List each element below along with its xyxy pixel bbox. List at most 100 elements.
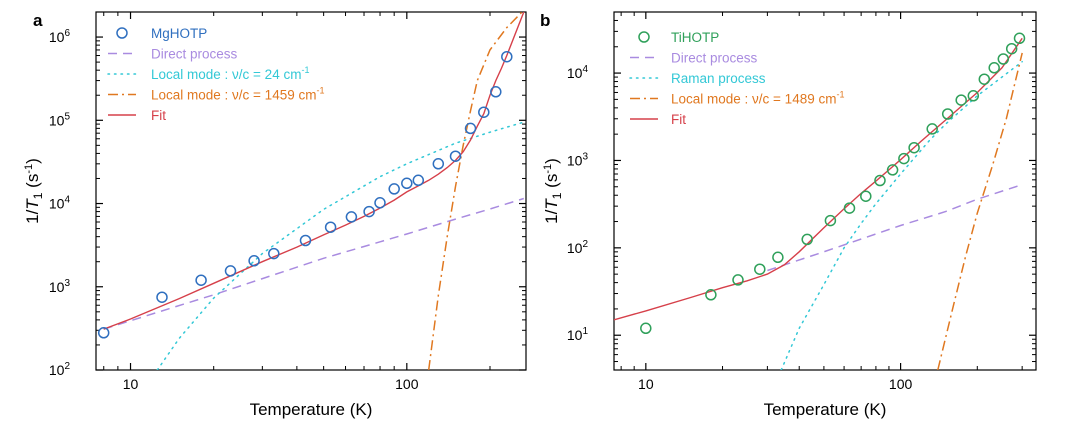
panel-a-legend-sup: -1 [301, 65, 309, 75]
panel-b-data-point [843, 202, 856, 214]
panel-b-legend-entry: TiHOTP [671, 30, 719, 45]
panel-a-y-tick-base: 10 [49, 112, 65, 128]
panel-a-y-tick-base: 10 [49, 29, 65, 45]
panel-a-series-direct [103, 197, 525, 330]
panel-b-y-tick-base: 10 [567, 152, 583, 168]
panel-b-data-point [886, 164, 899, 176]
panel-a-data-point [156, 291, 168, 303]
panel-a-y-axis-label-unit-sup: -1 [23, 164, 35, 174]
panel-a-minor-ticks [96, 12, 526, 370]
panel-a-legend-label: MgHOTP [151, 26, 207, 41]
panel-b-series-local1 [780, 60, 1023, 370]
panel-a-data-point [464, 122, 477, 135]
panel-a-data-point [374, 197, 386, 209]
panel-b-data-point [754, 263, 766, 275]
panel-b-x-tick-label: 10 [638, 376, 654, 392]
panel-a-y-axis-label-unit: (s [23, 174, 42, 193]
panel-b-legend-sup: -1 [836, 90, 844, 100]
panel-b-data-point [1013, 32, 1026, 45]
panel-b-label: b [540, 11, 550, 30]
panel-b-legend-entry: Direct process [671, 51, 758, 66]
panel-a-legend-label: Local mode : ν/c = 1459 cm [151, 88, 316, 103]
panel-b-y-tick-base: 10 [567, 240, 583, 256]
panel-b-data-point [824, 214, 837, 227]
panel-b-y-axis-label-unit-sup: -1 [542, 164, 554, 174]
panel-a-legend-marker [116, 27, 128, 39]
panel-a-legend-sup: -1 [316, 86, 324, 96]
panel-b-legend-label: Fit [671, 112, 686, 127]
panel-b-y-tick-label: 103 [567, 151, 589, 168]
panel-b-legend-marker [638, 31, 650, 43]
panel-a-legend-label: Fit [151, 108, 166, 123]
panel-b-y-tick-exp: 4 [582, 64, 588, 75]
panel-a-data-point [97, 327, 110, 339]
panel-b-y-tick-base: 10 [567, 327, 583, 343]
panel-a-data-point [195, 274, 207, 286]
panel-b-data-point [941, 108, 954, 120]
panel-a-legend-entry: Local mode : ν/c = 1459 cm-1 [151, 86, 324, 103]
panel-b-y-axis-label-unit: (s [542, 174, 561, 193]
panel-a-y-tick-exp: 3 [64, 278, 70, 289]
panel-a-y-tick-label: 104 [49, 195, 71, 212]
panel-a-y-tick-exp: 2 [64, 361, 70, 372]
panel-a-y-tick-label: 103 [49, 278, 71, 295]
panel-a-y-tick-base: 10 [49, 279, 65, 295]
panel-b-y-tick-label: 102 [567, 239, 589, 256]
panel-a-y-tick-base: 10 [49, 362, 65, 378]
panel-a-series-fit [103, 12, 525, 330]
panel-b-data-point [801, 233, 813, 246]
panel-b-x-axis-label: Temperature (K) [764, 400, 887, 419]
panel-b-data-point [1005, 42, 1018, 55]
panel-b-y-axis-label-T: T [542, 198, 561, 210]
panel-a-data-point [490, 86, 502, 98]
panel-a-data-point [412, 174, 425, 187]
panel-a-data-point [388, 183, 400, 195]
panel-a-data-point [224, 265, 237, 277]
panel-b-legend-label: Direct process [671, 51, 758, 66]
panel-b-data-point [955, 94, 967, 106]
panel-b-y-tick-exp: 2 [582, 239, 588, 250]
panel-b-data-point [908, 141, 920, 154]
panel-b-data-point [926, 123, 938, 135]
panel-a-data-point [449, 150, 462, 162]
panel-b-legend-label: Raman process [671, 71, 766, 86]
panel-a-data-point [268, 247, 280, 260]
panel-a-data-point [432, 158, 445, 170]
panel-a-y-tick-exp: 5 [64, 111, 70, 122]
panel-b-y-tick-exp: 3 [582, 151, 588, 162]
panel-b-legend-entry: Raman process [671, 71, 766, 86]
panel-b-data-point [860, 190, 872, 202]
panel-b-y-axis-label-unit-close: ) [542, 158, 561, 164]
panel-b-data-point [772, 251, 784, 264]
panel-a-data-point [501, 50, 513, 63]
panel-a-legend-entry: Fit [151, 108, 166, 123]
panel-a-y-tick-exp: 4 [64, 195, 70, 206]
panel-a-y-tick-base: 10 [49, 196, 65, 212]
panel-a-y-axis-label-num: 1/ [23, 209, 42, 223]
panel-b-series-direct [767, 183, 1023, 272]
panel-a-y-axis-label: 1/T1 (s-1) [23, 158, 45, 224]
panel-b-data-point [967, 90, 980, 102]
panel-a-y-tick-exp: 6 [64, 28, 70, 39]
panel-b-major-ticks [614, 12, 1036, 370]
panel-a-plot-area [97, 12, 525, 370]
panel-b-legend: TiHOTP Direct process Raman process Local m… [629, 30, 844, 127]
panel-b-data-point [640, 322, 652, 335]
panel-a-x-tick-label: 10 [123, 376, 139, 392]
panel-b-data-point [997, 53, 1010, 65]
panel-b-y-tick-label: 101 [567, 326, 589, 343]
panel-a-data-point [324, 221, 337, 233]
panel-b-data-point [978, 73, 991, 85]
panel-a-major-ticks [96, 12, 526, 371]
panel-b-y-tick-base: 10 [567, 65, 583, 81]
panel-a-legend-label: Direct process [151, 47, 238, 62]
panel-b-y-axis-label: 1/T1 (s-1) [542, 158, 564, 224]
panel-a-legend: MgHOTP Direct process Local mode : ν/c = 2… [107, 26, 324, 123]
panel-b-series-local2 [937, 52, 1023, 370]
panel-a-label: a [33, 11, 43, 30]
panel-b-legend-entry: Local mode : ν/c = 1489 cm-1 [671, 90, 844, 107]
panel-a-data-point [478, 106, 490, 118]
